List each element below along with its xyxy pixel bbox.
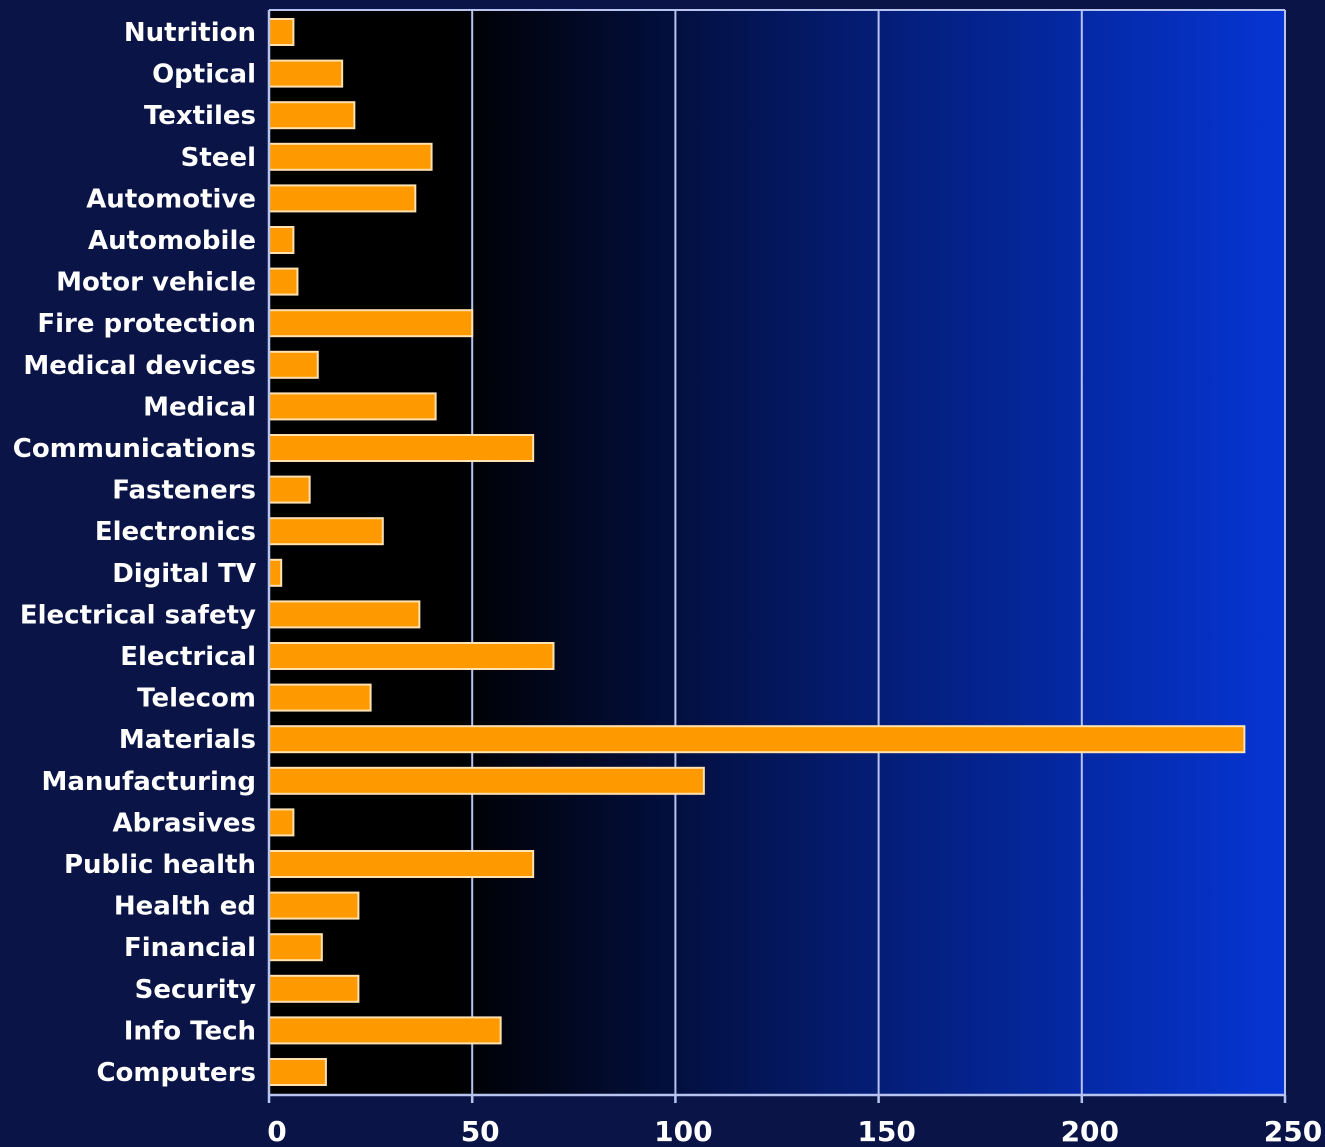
category-label: Public health — [64, 850, 256, 880]
category-label: Steel — [181, 143, 256, 173]
category-label: Electrical safety — [20, 600, 256, 630]
bar-medical-devices — [268, 350, 319, 379]
x-axis — [267, 10, 1287, 1103]
bar-computers — [268, 1058, 327, 1086]
x-tick-label: 100 — [654, 1115, 712, 1147]
bar-electrical — [268, 642, 555, 670]
category-label: Fasteners — [112, 476, 256, 506]
category-label: Medical devices — [23, 351, 256, 381]
category-label: Info Tech — [124, 1016, 256, 1046]
category-label: Electrical — [120, 642, 256, 672]
category-label: Textiles — [144, 101, 256, 131]
category-label: Medical — [143, 392, 256, 422]
category-label: Materials — [119, 725, 256, 755]
gridlines — [269, 9, 1286, 1095]
category-label: Automobile — [88, 226, 256, 256]
category-label: Manufacturing — [42, 767, 257, 797]
bar-automobile — [268, 226, 295, 254]
bar-info-tech — [268, 1016, 502, 1045]
category-label: Telecom — [137, 684, 256, 714]
bar-textiles — [268, 101, 356, 130]
category-label: Automotive — [86, 184, 256, 214]
category-label: Digital TV — [112, 559, 256, 589]
bar-nutrition — [268, 18, 295, 46]
x-tick-labels: 0 50 100 150 200 250 — [267, 1115, 1322, 1147]
x-tick-label: 0 — [267, 1115, 286, 1147]
category-label: Health ed — [114, 892, 256, 922]
bars — [268, 18, 1246, 1086]
x-tick-label: 250 — [1264, 1115, 1322, 1147]
bar-electrical-safety — [268, 600, 421, 629]
bar-materials — [268, 725, 1246, 754]
bar-abrasives — [268, 808, 295, 837]
bar-electronics — [268, 517, 384, 546]
bar-automotive — [268, 184, 417, 213]
x-tick-label: 150 — [857, 1115, 915, 1147]
category-label: Motor vehicle — [56, 268, 256, 298]
category-label: Nutrition — [124, 18, 256, 48]
bar-motor-vehicle — [268, 267, 299, 296]
bar-optical — [268, 59, 344, 88]
category-label: Optical — [152, 60, 256, 90]
bar-security — [268, 974, 360, 1003]
bar-telecom — [268, 683, 372, 712]
plot-area — [269, 10, 1285, 1095]
category-label: Abrasives — [112, 808, 256, 838]
bar-manufacturing — [268, 766, 705, 795]
bar-communications — [268, 434, 535, 462]
category-label: Communications — [13, 434, 256, 464]
bar-steel — [268, 142, 433, 171]
category-labels: Nutrition Optical Textiles Steel Automotive A… — [13, 18, 256, 1088]
category-label: Electronics — [95, 517, 256, 547]
x-tick-label: 50 — [461, 1115, 500, 1147]
bar-fasteners — [268, 475, 311, 504]
bar-digital-tv — [268, 558, 283, 587]
x-tick-label: 200 — [1061, 1115, 1119, 1147]
bar-health-ed — [268, 891, 360, 920]
category-label: Financial — [124, 933, 256, 963]
category-label: Fire protection — [37, 309, 256, 339]
bar-financial — [268, 933, 323, 962]
category-label: Security — [135, 975, 256, 1005]
bar-medical — [268, 392, 437, 421]
bar-public-health — [268, 850, 535, 878]
bar-fire-protection — [268, 309, 474, 338]
category-label: Computers — [96, 1058, 256, 1088]
